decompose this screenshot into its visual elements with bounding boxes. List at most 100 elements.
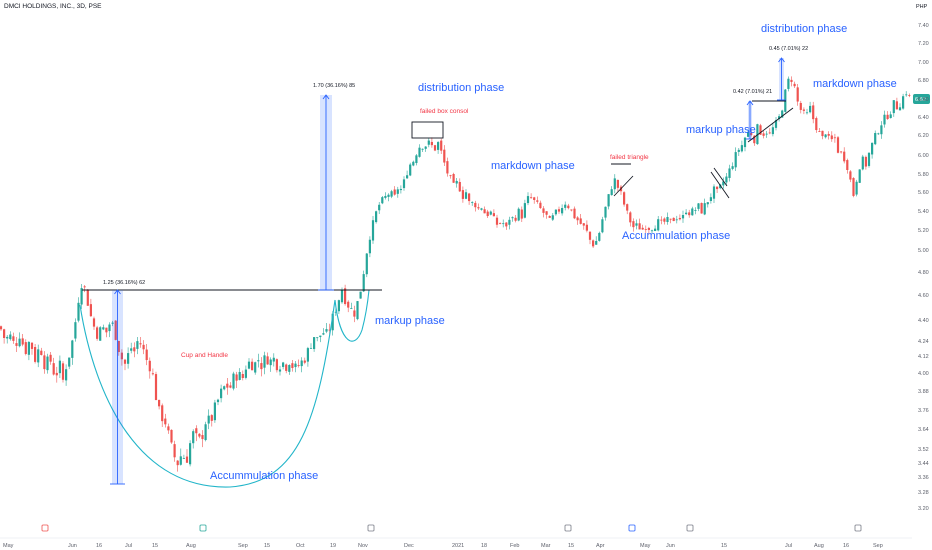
candle-body [440, 140, 443, 151]
pattern-note[interactable]: Cup and Handle [181, 352, 228, 359]
x-tick-label: 16 [843, 543, 849, 549]
y-axis: 7.40 7.20 7.00 6.80 6.60 6.40 6.20 6.00 5.80 5.60… [918, 23, 929, 512]
candle-body [495, 217, 499, 225]
candle-body [824, 134, 827, 138]
candle-body [24, 342, 27, 354]
candle-body [712, 186, 716, 199]
pattern-note[interactable]: failed box consol [420, 108, 469, 115]
candle-body [133, 347, 136, 352]
candle-body [787, 78, 790, 89]
candle-body [771, 127, 774, 135]
chart-title: DMCI HOLDINGS, INC., 3D, PSE [4, 3, 102, 10]
candle-body [123, 359, 127, 364]
phase-label[interactable]: markdown phase [813, 78, 897, 90]
candle-body [167, 426, 170, 431]
x-tick-label: Apr [596, 543, 605, 549]
phase-label[interactable]: markdown phase [491, 160, 575, 172]
candle-body [77, 302, 80, 321]
measure-label: 0.42 (7.01%) 21 [733, 89, 772, 95]
candle-body [201, 435, 204, 440]
failed-box[interactable] [411, 121, 444, 139]
candle-body [833, 137, 836, 139]
phase-label[interactable]: Accummulation phase [622, 230, 730, 242]
candle-body [12, 336, 15, 341]
candle-body [161, 405, 164, 422]
flag-line-1[interactable] [710, 171, 730, 199]
y-tick-label: 4.40 [918, 318, 929, 324]
candle-body [511, 217, 514, 219]
candle-body [861, 156, 864, 170]
candle-body [185, 456, 189, 463]
event-marker[interactable] [686, 524, 694, 532]
x-tick-label: 18 [481, 543, 487, 549]
candle-body [68, 357, 71, 367]
asc-triangle-bottom[interactable] [747, 107, 794, 143]
candle-body [672, 217, 675, 222]
candle-body [58, 360, 61, 374]
x-tick-label: Jul [785, 543, 792, 549]
candle-body [278, 369, 282, 372]
cup-and-handle-curve[interactable] [79, 289, 370, 488]
candle-body [703, 203, 706, 215]
candle-body [898, 107, 902, 111]
phase-label[interactable]: distribution phase [761, 23, 847, 35]
event-marker[interactable] [564, 524, 572, 532]
candle-body [858, 169, 861, 183]
event-marker[interactable] [41, 524, 49, 532]
event-marker[interactable] [854, 524, 862, 532]
x-tick-label: Jul [125, 543, 132, 549]
candle-body [216, 399, 220, 403]
phase-label[interactable]: Accummulation phase [210, 470, 318, 482]
candle-body [430, 141, 433, 146]
candle-body [452, 174, 455, 183]
candle-body [384, 195, 387, 198]
phase-label[interactable]: markup phase [686, 124, 756, 136]
candle-body [275, 359, 278, 371]
candle-body [790, 79, 793, 82]
candle-body [80, 288, 83, 305]
candle-body [52, 363, 55, 375]
y-tick-label: 3.44 [918, 461, 929, 467]
y-tick-label: 4.24 [918, 339, 929, 345]
measure-box-2-arrowhead [322, 94, 330, 100]
pattern-note[interactable]: failed triangle [610, 154, 649, 161]
candle-body [83, 286, 86, 288]
candle-body [539, 202, 542, 209]
candle-body [182, 458, 185, 459]
candle-body [179, 456, 182, 465]
y-tick-label: 5.80 [918, 172, 929, 178]
candle-body [821, 130, 824, 137]
event-marker[interactable] [367, 524, 375, 532]
candle-body [908, 95, 911, 96]
candle-body [818, 131, 821, 133]
candle-body [282, 362, 285, 367]
candle-body [291, 363, 294, 369]
x-tick-label: Mar [541, 543, 551, 549]
candle-body [340, 290, 344, 303]
candle-body [846, 160, 849, 171]
candle-body [154, 374, 158, 401]
candle-body [455, 180, 458, 184]
phase-label[interactable]: distribution phase [418, 82, 504, 94]
y-tick-label: 3.64 [918, 427, 929, 433]
candle-body [557, 209, 561, 212]
candle-body [570, 209, 573, 211]
candle-body [21, 338, 24, 345]
candle-body [9, 334, 12, 340]
phase-label[interactable]: markup phase [375, 315, 445, 327]
candle-body [886, 114, 889, 120]
flag-line-2[interactable] [713, 167, 728, 187]
candle-body [849, 171, 852, 180]
y-tick-label: 7.40 [918, 23, 929, 29]
candle-body [471, 202, 474, 203]
event-marker[interactable] [628, 524, 636, 532]
triangle-bottom[interactable] [613, 175, 634, 197]
event-marker[interactable] [199, 524, 207, 532]
x-tick-label: Feb [510, 543, 519, 549]
candle-body [207, 415, 210, 424]
candle-body [905, 94, 908, 96]
candle-body [719, 184, 722, 189]
candle-body [477, 207, 480, 209]
candle-body [638, 223, 641, 230]
